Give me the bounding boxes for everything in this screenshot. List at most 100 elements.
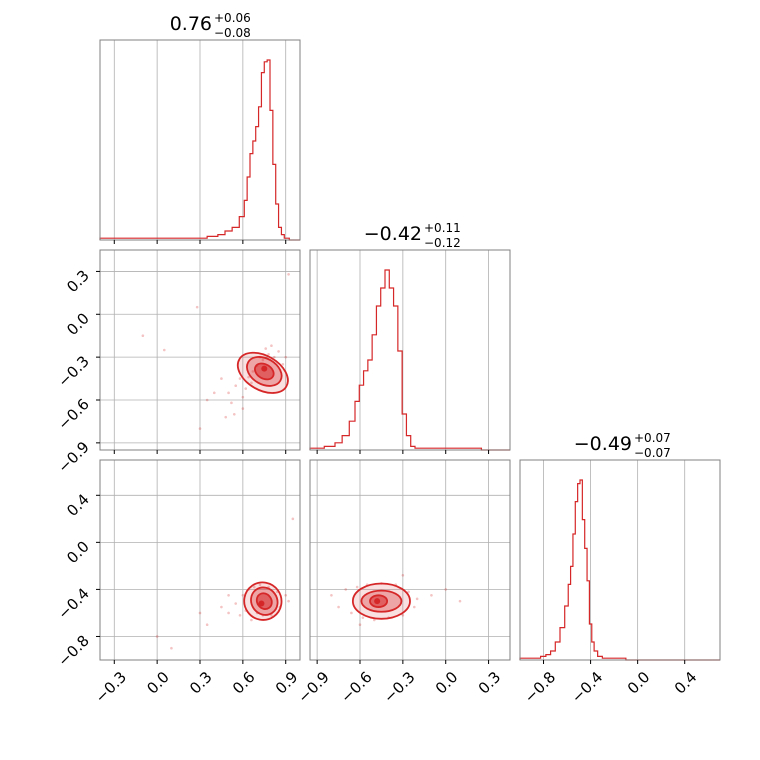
scatter-point: [355, 585, 359, 589]
scatter-point: [241, 407, 245, 410]
scatter-point: [272, 355, 276, 359]
scatter-point: [234, 384, 238, 388]
title-minus: −0.12: [424, 236, 461, 250]
scatter-point: [284, 593, 288, 597]
scatter-point: [415, 597, 419, 601]
scatter-point: [284, 355, 288, 359]
scatter-point: [277, 350, 280, 353]
scatter-point: [361, 616, 365, 619]
scatter-point: [247, 375, 250, 379]
title-plus: +0.07: [634, 431, 671, 445]
tick-label-x: 0.0: [143, 668, 173, 698]
scatter-point: [270, 344, 273, 348]
scatter-point: [141, 334, 145, 338]
panel-frame: [309, 459, 511, 661]
scatter-point: [401, 613, 405, 617]
scatter-point: [238, 613, 242, 617]
scatter-point: [330, 593, 333, 597]
histogram-line: [99, 59, 300, 241]
panel-1-0: −0.9 −0.6 −0.3 0.0 0.3: [54, 249, 301, 476]
title-median: −0.49: [574, 433, 632, 455]
panel-title: −0.42 +0.11−0.12: [364, 221, 461, 250]
mode-point: [258, 600, 265, 607]
scatter-point: [251, 370, 255, 373]
scatter-point: [198, 611, 202, 615]
tick-label-x: 0.6: [229, 668, 259, 698]
scatter-point: [155, 635, 159, 638]
tick-label-x: −0.9: [294, 668, 332, 706]
tick-label-x: 0.4: [671, 668, 701, 698]
scatter-point: [358, 623, 362, 627]
title-minus: −0.08: [214, 26, 251, 40]
scatter-point: [220, 377, 223, 380]
scatter-point: [372, 618, 376, 622]
scatter-point: [238, 377, 242, 380]
scatter-point: [195, 305, 199, 309]
title-median: −0.42: [364, 223, 422, 245]
title-plus: +0.06: [214, 11, 251, 25]
tick-label-x: 0.0: [624, 668, 654, 698]
scatter-point: [244, 387, 248, 390]
tick-label-x: −0.3: [92, 668, 130, 706]
tick-label-y: −0.4: [54, 585, 92, 623]
scatter-point: [287, 272, 290, 276]
scatter-point: [261, 358, 265, 362]
tick-label-x: 0.0: [432, 668, 462, 698]
mode-point: [374, 598, 381, 605]
tick-label-x: −0.4: [568, 668, 606, 706]
scatter-point: [407, 590, 410, 594]
tick-label-x: −0.3: [380, 668, 418, 706]
tick-label-y: −0.3: [54, 352, 92, 390]
tick-label-y: 0.0: [63, 309, 93, 339]
scatter-point: [170, 646, 173, 650]
scatter-point: [198, 427, 202, 430]
scatter-point: [227, 593, 230, 597]
scatter-point: [162, 348, 166, 352]
tick-label-x: −0.6: [337, 668, 375, 706]
scatter-point: [258, 583, 262, 587]
tick-label-x: 0.3: [186, 668, 216, 698]
panel-2-0: −0.3 0.0 0.3 0.6 0.9−0.8−0.40.00.4: [54, 459, 301, 707]
scatter-point: [227, 611, 230, 615]
tick-label-y: −0.6: [54, 395, 92, 433]
scatter-point: [344, 588, 348, 591]
scatter-point: [252, 585, 256, 589]
scatter-point: [287, 599, 290, 603]
scatter-point: [291, 517, 295, 521]
scatter-point: [264, 347, 268, 350]
scatter-point: [227, 391, 230, 395]
scatter-point: [241, 395, 245, 399]
scatter-point: [250, 618, 253, 622]
histogram-line: [519, 479, 720, 661]
scatter-point: [267, 352, 270, 356]
scatter-point: [232, 412, 236, 416]
panel-title: −0.49 +0.07−0.07: [574, 431, 671, 460]
scatter-point: [230, 401, 233, 405]
tick-label-y: 0.0: [63, 537, 93, 567]
scatter-point: [337, 605, 340, 609]
panel-1-1: −0.42 +0.11−0.12: [309, 221, 511, 454]
scatter-point: [444, 588, 448, 591]
scatter-point: [241, 593, 245, 597]
histogram-line: [309, 269, 510, 451]
scatter-point: [430, 593, 433, 597]
title-median: 0.76: [170, 13, 212, 35]
tick-label-x: −0.8: [521, 668, 559, 706]
scatter-point: [205, 623, 209, 627]
panel-2-1: −0.9 −0.6 −0.3 0.0 0.3: [294, 459, 511, 707]
scatter-point: [401, 573, 405, 577]
title-plus: +0.11: [424, 221, 461, 235]
scatter-point: [205, 398, 209, 402]
panel-2-2: −0.49 +0.07−0.07 −0.8 −0.4 0.0 0.4: [519, 431, 721, 707]
title-minus: −0.07: [634, 446, 671, 460]
scatter-point: [350, 611, 353, 615]
tick-label-y: −0.8: [54, 632, 92, 670]
scatter-point: [250, 381, 253, 385]
scatter-point: [412, 605, 416, 609]
scatter-point: [234, 602, 238, 605]
scatter-point: [220, 605, 223, 609]
scatter-point: [281, 362, 285, 366]
panel-0-0: 0.76 +0.06−0.08: [99, 11, 301, 244]
tick-label-x: 0.3: [475, 668, 505, 698]
